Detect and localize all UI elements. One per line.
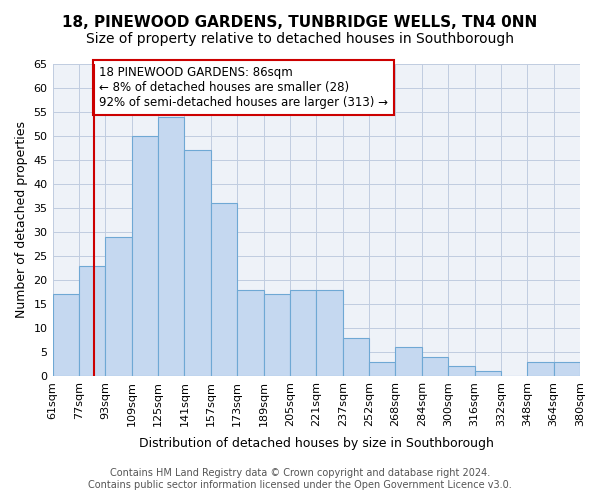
Bar	[448, 366, 475, 376]
Text: 18 PINEWOOD GARDENS: 86sqm
← 8% of detached houses are smaller (28)
92% of semi-: 18 PINEWOOD GARDENS: 86sqm ← 8% of detac…	[98, 66, 388, 110]
Bar	[422, 356, 448, 376]
Bar	[395, 347, 422, 376]
Bar	[369, 362, 395, 376]
Bar	[527, 362, 554, 376]
Bar	[79, 266, 105, 376]
Bar	[554, 362, 580, 376]
Bar	[343, 338, 369, 376]
Text: Size of property relative to detached houses in Southborough: Size of property relative to detached ho…	[86, 32, 514, 46]
Text: 18, PINEWOOD GARDENS, TUNBRIDGE WELLS, TN4 0NN: 18, PINEWOOD GARDENS, TUNBRIDGE WELLS, T…	[62, 15, 538, 30]
Bar	[158, 117, 184, 376]
Bar	[184, 150, 211, 376]
Text: Contains HM Land Registry data © Crown copyright and database right 2024.
Contai: Contains HM Land Registry data © Crown c…	[88, 468, 512, 490]
Bar	[53, 294, 79, 376]
Y-axis label: Number of detached properties: Number of detached properties	[15, 122, 28, 318]
X-axis label: Distribution of detached houses by size in Southborough: Distribution of detached houses by size …	[139, 437, 494, 450]
Bar	[316, 290, 343, 376]
Bar	[211, 203, 237, 376]
Bar	[475, 371, 501, 376]
Bar	[290, 290, 316, 376]
Bar	[105, 236, 131, 376]
Bar	[131, 136, 158, 376]
Bar	[263, 294, 290, 376]
Bar	[237, 290, 263, 376]
